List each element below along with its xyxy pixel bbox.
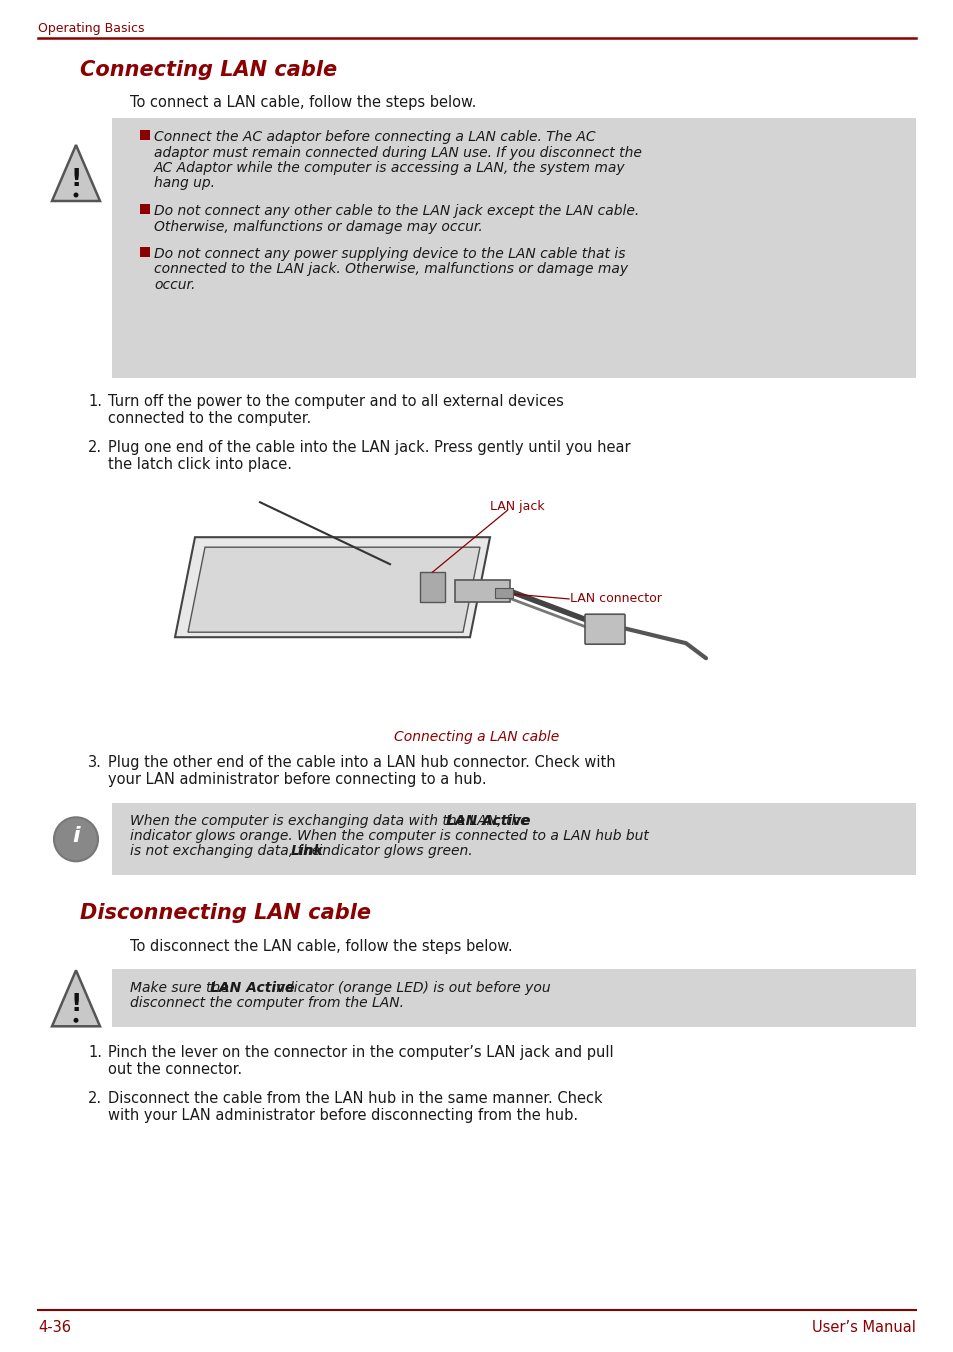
- Text: When the computer is exchanging data with the LAN, the: When the computer is exchanging data wit…: [130, 814, 533, 829]
- FancyBboxPatch shape: [455, 580, 510, 602]
- Text: adaptor must remain connected during LAN use. If you disconnect the: adaptor must remain connected during LAN…: [153, 146, 641, 160]
- Text: Disconnecting LAN cable: Disconnecting LAN cable: [80, 903, 371, 923]
- Text: 4-36: 4-36: [38, 1320, 71, 1334]
- Text: AC Adaptor while the computer is accessing a LAN, the system may: AC Adaptor while the computer is accessi…: [153, 161, 625, 174]
- Text: Pinch the lever on the connector in the computer’s LAN jack and pull: Pinch the lever on the connector in the …: [108, 1045, 613, 1060]
- Text: Plug the other end of the cable into a LAN hub connector. Check with: Plug the other end of the cable into a L…: [108, 756, 615, 771]
- Polygon shape: [419, 572, 444, 602]
- Text: To connect a LAN cable, follow the steps below.: To connect a LAN cable, follow the steps…: [130, 95, 476, 110]
- Text: out the connector.: out the connector.: [108, 1063, 242, 1078]
- Text: hang up.: hang up.: [153, 177, 214, 191]
- Text: To disconnect the LAN cable, follow the steps below.: To disconnect the LAN cable, follow the …: [130, 940, 512, 955]
- Text: LAN jack: LAN jack: [490, 500, 544, 514]
- Text: Turn off the power to the computer and to all external devices: Turn off the power to the computer and t…: [108, 393, 563, 410]
- Text: connected to the computer.: connected to the computer.: [108, 411, 311, 426]
- Bar: [112, 118, 915, 379]
- Text: Operating Basics: Operating Basics: [38, 22, 144, 35]
- Text: User’s Manual: User’s Manual: [811, 1320, 915, 1334]
- Text: Connecting a LAN cable: Connecting a LAN cable: [394, 730, 559, 744]
- Text: connected to the LAN jack. Otherwise, malfunctions or damage may: connected to the LAN jack. Otherwise, ma…: [153, 262, 627, 277]
- Text: Do not connect any power supplying device to the LAN cable that is: Do not connect any power supplying devic…: [153, 247, 625, 261]
- Text: 1.: 1.: [88, 1045, 102, 1060]
- Text: Disconnect the cable from the LAN hub in the same manner. Check: Disconnect the cable from the LAN hub in…: [108, 1091, 602, 1106]
- FancyBboxPatch shape: [584, 614, 624, 644]
- Text: !: !: [71, 168, 82, 191]
- Bar: [112, 803, 915, 875]
- Text: Connecting LAN cable: Connecting LAN cable: [80, 59, 336, 80]
- Text: Link: Link: [291, 844, 323, 859]
- Text: occur.: occur.: [153, 279, 195, 292]
- Text: LAN connector: LAN connector: [569, 592, 661, 606]
- Text: 3.: 3.: [88, 756, 102, 771]
- Circle shape: [73, 1018, 78, 1023]
- Text: disconnect the computer from the LAN.: disconnect the computer from the LAN.: [130, 996, 403, 1010]
- Circle shape: [73, 192, 78, 197]
- Bar: [112, 969, 915, 1028]
- Text: LAN Active: LAN Active: [446, 814, 530, 829]
- Polygon shape: [174, 537, 490, 637]
- Text: indicator (orange LED) is out before you: indicator (orange LED) is out before you: [268, 982, 550, 995]
- Bar: [495, 588, 513, 598]
- Text: indicator glows green.: indicator glows green.: [314, 844, 472, 859]
- Text: LAN Active: LAN Active: [211, 982, 294, 995]
- Text: is not exchanging data, the: is not exchanging data, the: [130, 844, 324, 859]
- Text: Otherwise, malfunctions or damage may occur.: Otherwise, malfunctions or damage may oc…: [153, 219, 482, 234]
- Text: indicator glows orange. When the computer is connected to a LAN hub but: indicator glows orange. When the compute…: [130, 829, 648, 844]
- Text: Make sure the: Make sure the: [130, 982, 233, 995]
- Bar: [140, 247, 150, 257]
- Bar: [140, 204, 150, 214]
- Text: Connect the AC adaptor before connecting a LAN cable. The AC: Connect the AC adaptor before connecting…: [153, 130, 595, 145]
- Text: with your LAN administrator before disconnecting from the hub.: with your LAN administrator before disco…: [108, 1109, 578, 1124]
- Text: your LAN administrator before connecting to a hub.: your LAN administrator before connecting…: [108, 772, 486, 787]
- Polygon shape: [188, 548, 479, 633]
- Text: 2.: 2.: [88, 1091, 102, 1106]
- Bar: [140, 130, 150, 141]
- Polygon shape: [52, 971, 100, 1026]
- Text: i: i: [72, 826, 80, 846]
- Text: 1.: 1.: [88, 393, 102, 410]
- Text: Do not connect any other cable to the LAN jack except the LAN cable.: Do not connect any other cable to the LA…: [153, 204, 639, 218]
- Text: !: !: [71, 992, 82, 1017]
- Text: the latch click into place.: the latch click into place.: [108, 457, 292, 472]
- Polygon shape: [52, 145, 100, 201]
- Text: Plug one end of the cable into the LAN jack. Press gently until you hear: Plug one end of the cable into the LAN j…: [108, 441, 630, 456]
- Circle shape: [54, 818, 98, 861]
- Text: 2.: 2.: [88, 441, 102, 456]
